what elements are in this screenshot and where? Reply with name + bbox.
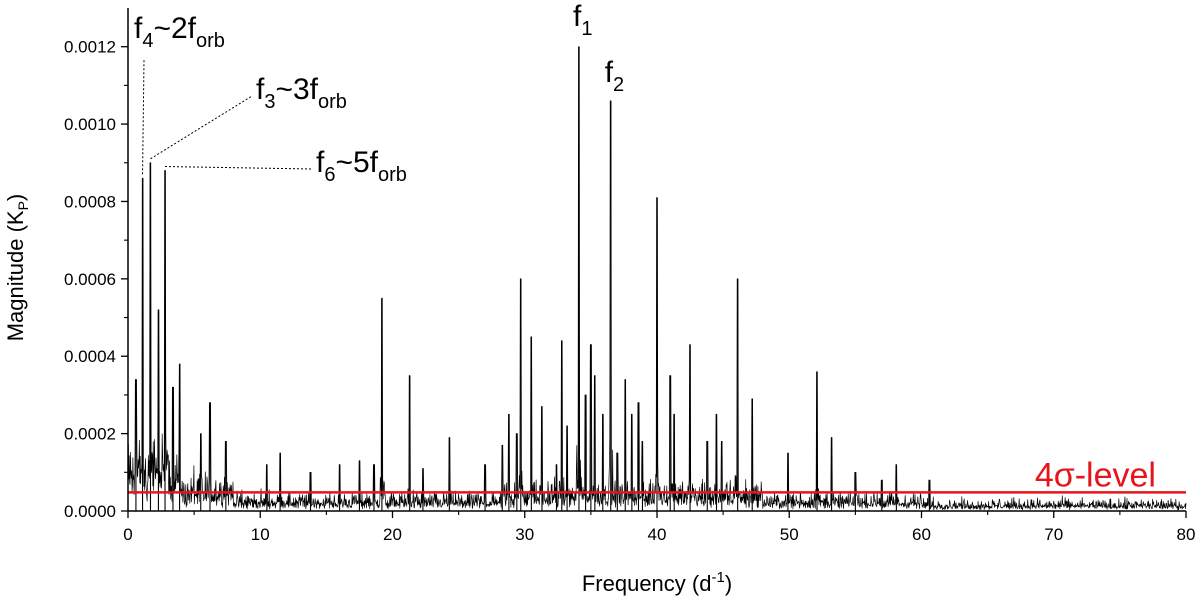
y-tick-label: 0.0012 (64, 38, 116, 57)
x-tick-label: 0 (123, 525, 132, 544)
annotation-label: f6~5forb (316, 146, 407, 186)
annotation-base: f (573, 0, 582, 33)
y-axis-title: Magnitude (KP) (3, 194, 31, 342)
annotation-base: f (256, 73, 265, 106)
annotation-leader (150, 95, 253, 160)
y-tick-label: 0.0006 (64, 270, 116, 289)
y-tick-label: 0.0004 (64, 347, 116, 366)
annotation-leader (165, 166, 313, 170)
y-axis-ticks: 0.0000 0.0002 0.0004 0.0006 0.0008 0.0010 0.00… (64, 38, 128, 521)
annotation-base: f (605, 56, 614, 89)
y-tick-label: 0.0002 (64, 425, 116, 444)
x-tick-label: 30 (515, 525, 534, 544)
annotation-sub2: orb (378, 164, 407, 186)
annotation-mid: ~2f (153, 12, 196, 45)
peak-annotation: f3~3forb (150, 73, 347, 160)
annotation-sub: 1 (581, 18, 592, 40)
peak-annotation: f2 (605, 56, 624, 96)
y-axis-title-sub: P (15, 201, 31, 210)
annotation-label: f2 (605, 56, 624, 96)
x-axis-ticks: 0 10 20 30 40 50 60 70 80 (123, 511, 1195, 544)
annotation-mid: ~5f (335, 146, 378, 179)
annotation-base: f (134, 12, 143, 45)
annotation-sub: 3 (264, 91, 275, 113)
x-axis-title-sup: -1 (711, 569, 724, 586)
x-axis-title: Frequency (d-1) (582, 569, 732, 596)
annotation-sub: 2 (613, 74, 624, 96)
x-tick-label: 60 (912, 525, 931, 544)
y-tick-label: 0.0010 (64, 115, 116, 134)
x-tick-label: 80 (1177, 525, 1196, 544)
spectrum-line (127, 46, 1187, 511)
y-axis-title-main: Magnitude (K (3, 210, 28, 341)
threshold-layer: 4σ-level (128, 456, 1186, 494)
x-tick-label: 20 (383, 525, 402, 544)
annotation-base: f (316, 146, 325, 179)
spectrum-layer (127, 46, 1187, 511)
y-tick-label: 0.0008 (64, 192, 116, 211)
annotation-sub2: orb (318, 91, 347, 113)
annotation-label: f4~2forb (134, 12, 225, 52)
x-axis-title-close: ) (725, 571, 732, 596)
y-tick-label: 0.0000 (64, 502, 116, 521)
annotation-sub2: orb (196, 30, 225, 52)
annotation-sub: 6 (324, 164, 335, 186)
annotation-leader (142, 59, 145, 175)
x-tick-label: 50 (780, 525, 799, 544)
annotation-label: f1 (573, 0, 592, 40)
y-axis-title-close: ) (3, 194, 28, 201)
x-tick-label: 70 (1044, 525, 1063, 544)
x-tick-label: 10 (251, 525, 270, 544)
peak-annotation: f6~5forb (165, 146, 407, 186)
x-tick-label: 40 (648, 525, 667, 544)
threshold-label: 4σ-level (1035, 456, 1156, 494)
annotation-sub: 4 (142, 30, 153, 52)
annotation-label: f3~3forb (256, 73, 347, 113)
peak-annotation: f1 (573, 0, 592, 40)
x-axis-title-main: Frequency (d (582, 571, 712, 596)
peak-annotation: f4~2forb (134, 12, 225, 175)
annotation-mid: ~3f (275, 73, 318, 106)
